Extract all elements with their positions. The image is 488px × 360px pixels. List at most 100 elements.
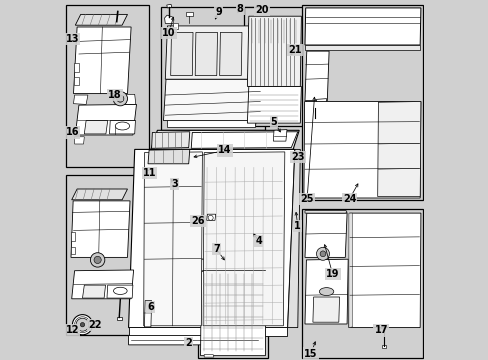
Polygon shape (206, 214, 215, 220)
Circle shape (208, 215, 213, 220)
Text: 14: 14 (218, 145, 231, 156)
Text: 15: 15 (304, 348, 317, 359)
Text: 26: 26 (190, 216, 204, 226)
Polygon shape (174, 112, 258, 118)
Bar (197, 254, 267, 358)
Polygon shape (203, 152, 284, 326)
Bar (302, 209, 422, 358)
Polygon shape (287, 149, 300, 328)
Text: 21: 21 (287, 45, 301, 55)
Polygon shape (191, 132, 297, 148)
Text: 3: 3 (171, 179, 177, 189)
Polygon shape (348, 213, 352, 328)
Polygon shape (305, 259, 347, 324)
Polygon shape (73, 77, 79, 85)
Polygon shape (200, 259, 215, 272)
Polygon shape (109, 121, 135, 134)
Bar (161, 7, 265, 130)
Polygon shape (122, 94, 136, 104)
Polygon shape (204, 355, 213, 357)
Text: 22: 22 (88, 320, 102, 330)
Text: 16: 16 (65, 127, 79, 138)
Bar (244, 7, 303, 126)
Text: 13: 13 (65, 34, 79, 44)
Bar (302, 5, 422, 200)
Polygon shape (171, 120, 256, 126)
Polygon shape (172, 23, 178, 29)
Text: 8: 8 (236, 4, 243, 14)
Polygon shape (72, 270, 133, 299)
Polygon shape (164, 15, 173, 23)
Polygon shape (195, 32, 217, 76)
Polygon shape (177, 104, 261, 110)
Text: 9: 9 (215, 6, 222, 17)
Text: 10: 10 (162, 28, 175, 38)
Polygon shape (257, 88, 263, 94)
Circle shape (113, 91, 127, 106)
Text: 25: 25 (300, 194, 313, 204)
Polygon shape (75, 14, 127, 25)
Text: 1: 1 (294, 221, 301, 231)
Polygon shape (71, 201, 130, 257)
Text: 18: 18 (108, 90, 122, 100)
Circle shape (320, 251, 325, 257)
Polygon shape (73, 95, 88, 104)
Text: 20: 20 (255, 5, 268, 15)
Polygon shape (273, 130, 286, 141)
Polygon shape (148, 149, 189, 164)
Polygon shape (82, 285, 105, 298)
Text: 11: 11 (142, 168, 156, 178)
Polygon shape (219, 32, 242, 76)
Polygon shape (84, 121, 107, 134)
Polygon shape (305, 213, 346, 257)
Polygon shape (128, 149, 294, 328)
Circle shape (316, 247, 329, 260)
Text: 24: 24 (342, 194, 356, 204)
Ellipse shape (113, 287, 127, 294)
Polygon shape (168, 101, 260, 127)
Circle shape (80, 323, 84, 327)
Polygon shape (73, 27, 131, 94)
Polygon shape (247, 16, 301, 86)
Polygon shape (75, 137, 84, 144)
Text: 23: 23 (290, 152, 304, 162)
Polygon shape (348, 213, 420, 328)
Bar (381, 345, 386, 348)
Polygon shape (218, 257, 224, 270)
Text: 6: 6 (147, 302, 154, 312)
Text: 7: 7 (213, 244, 219, 254)
Circle shape (76, 318, 89, 331)
Polygon shape (73, 63, 79, 72)
Text: 17: 17 (374, 325, 387, 336)
Bar (66, 5, 149, 167)
Polygon shape (247, 86, 301, 123)
Polygon shape (151, 132, 189, 148)
Polygon shape (247, 23, 253, 28)
Text: 2: 2 (185, 338, 192, 348)
Bar (312, 118, 317, 121)
Circle shape (90, 253, 104, 267)
Text: 4: 4 (255, 236, 262, 246)
Polygon shape (151, 130, 299, 149)
Polygon shape (165, 26, 265, 79)
Circle shape (117, 95, 123, 102)
Polygon shape (316, 99, 326, 105)
Polygon shape (75, 104, 136, 135)
Bar (66, 175, 149, 335)
Polygon shape (128, 327, 286, 336)
Bar (117, 317, 122, 320)
Circle shape (72, 315, 92, 335)
Text: 19: 19 (325, 269, 339, 279)
Polygon shape (303, 102, 420, 198)
Text: 5: 5 (270, 117, 277, 127)
Polygon shape (186, 12, 192, 16)
Polygon shape (144, 301, 151, 327)
Ellipse shape (319, 288, 333, 296)
Polygon shape (107, 285, 133, 298)
Polygon shape (71, 232, 75, 241)
Polygon shape (377, 102, 420, 197)
Polygon shape (306, 101, 317, 109)
Polygon shape (163, 79, 263, 121)
Polygon shape (200, 259, 265, 356)
Polygon shape (305, 45, 419, 50)
